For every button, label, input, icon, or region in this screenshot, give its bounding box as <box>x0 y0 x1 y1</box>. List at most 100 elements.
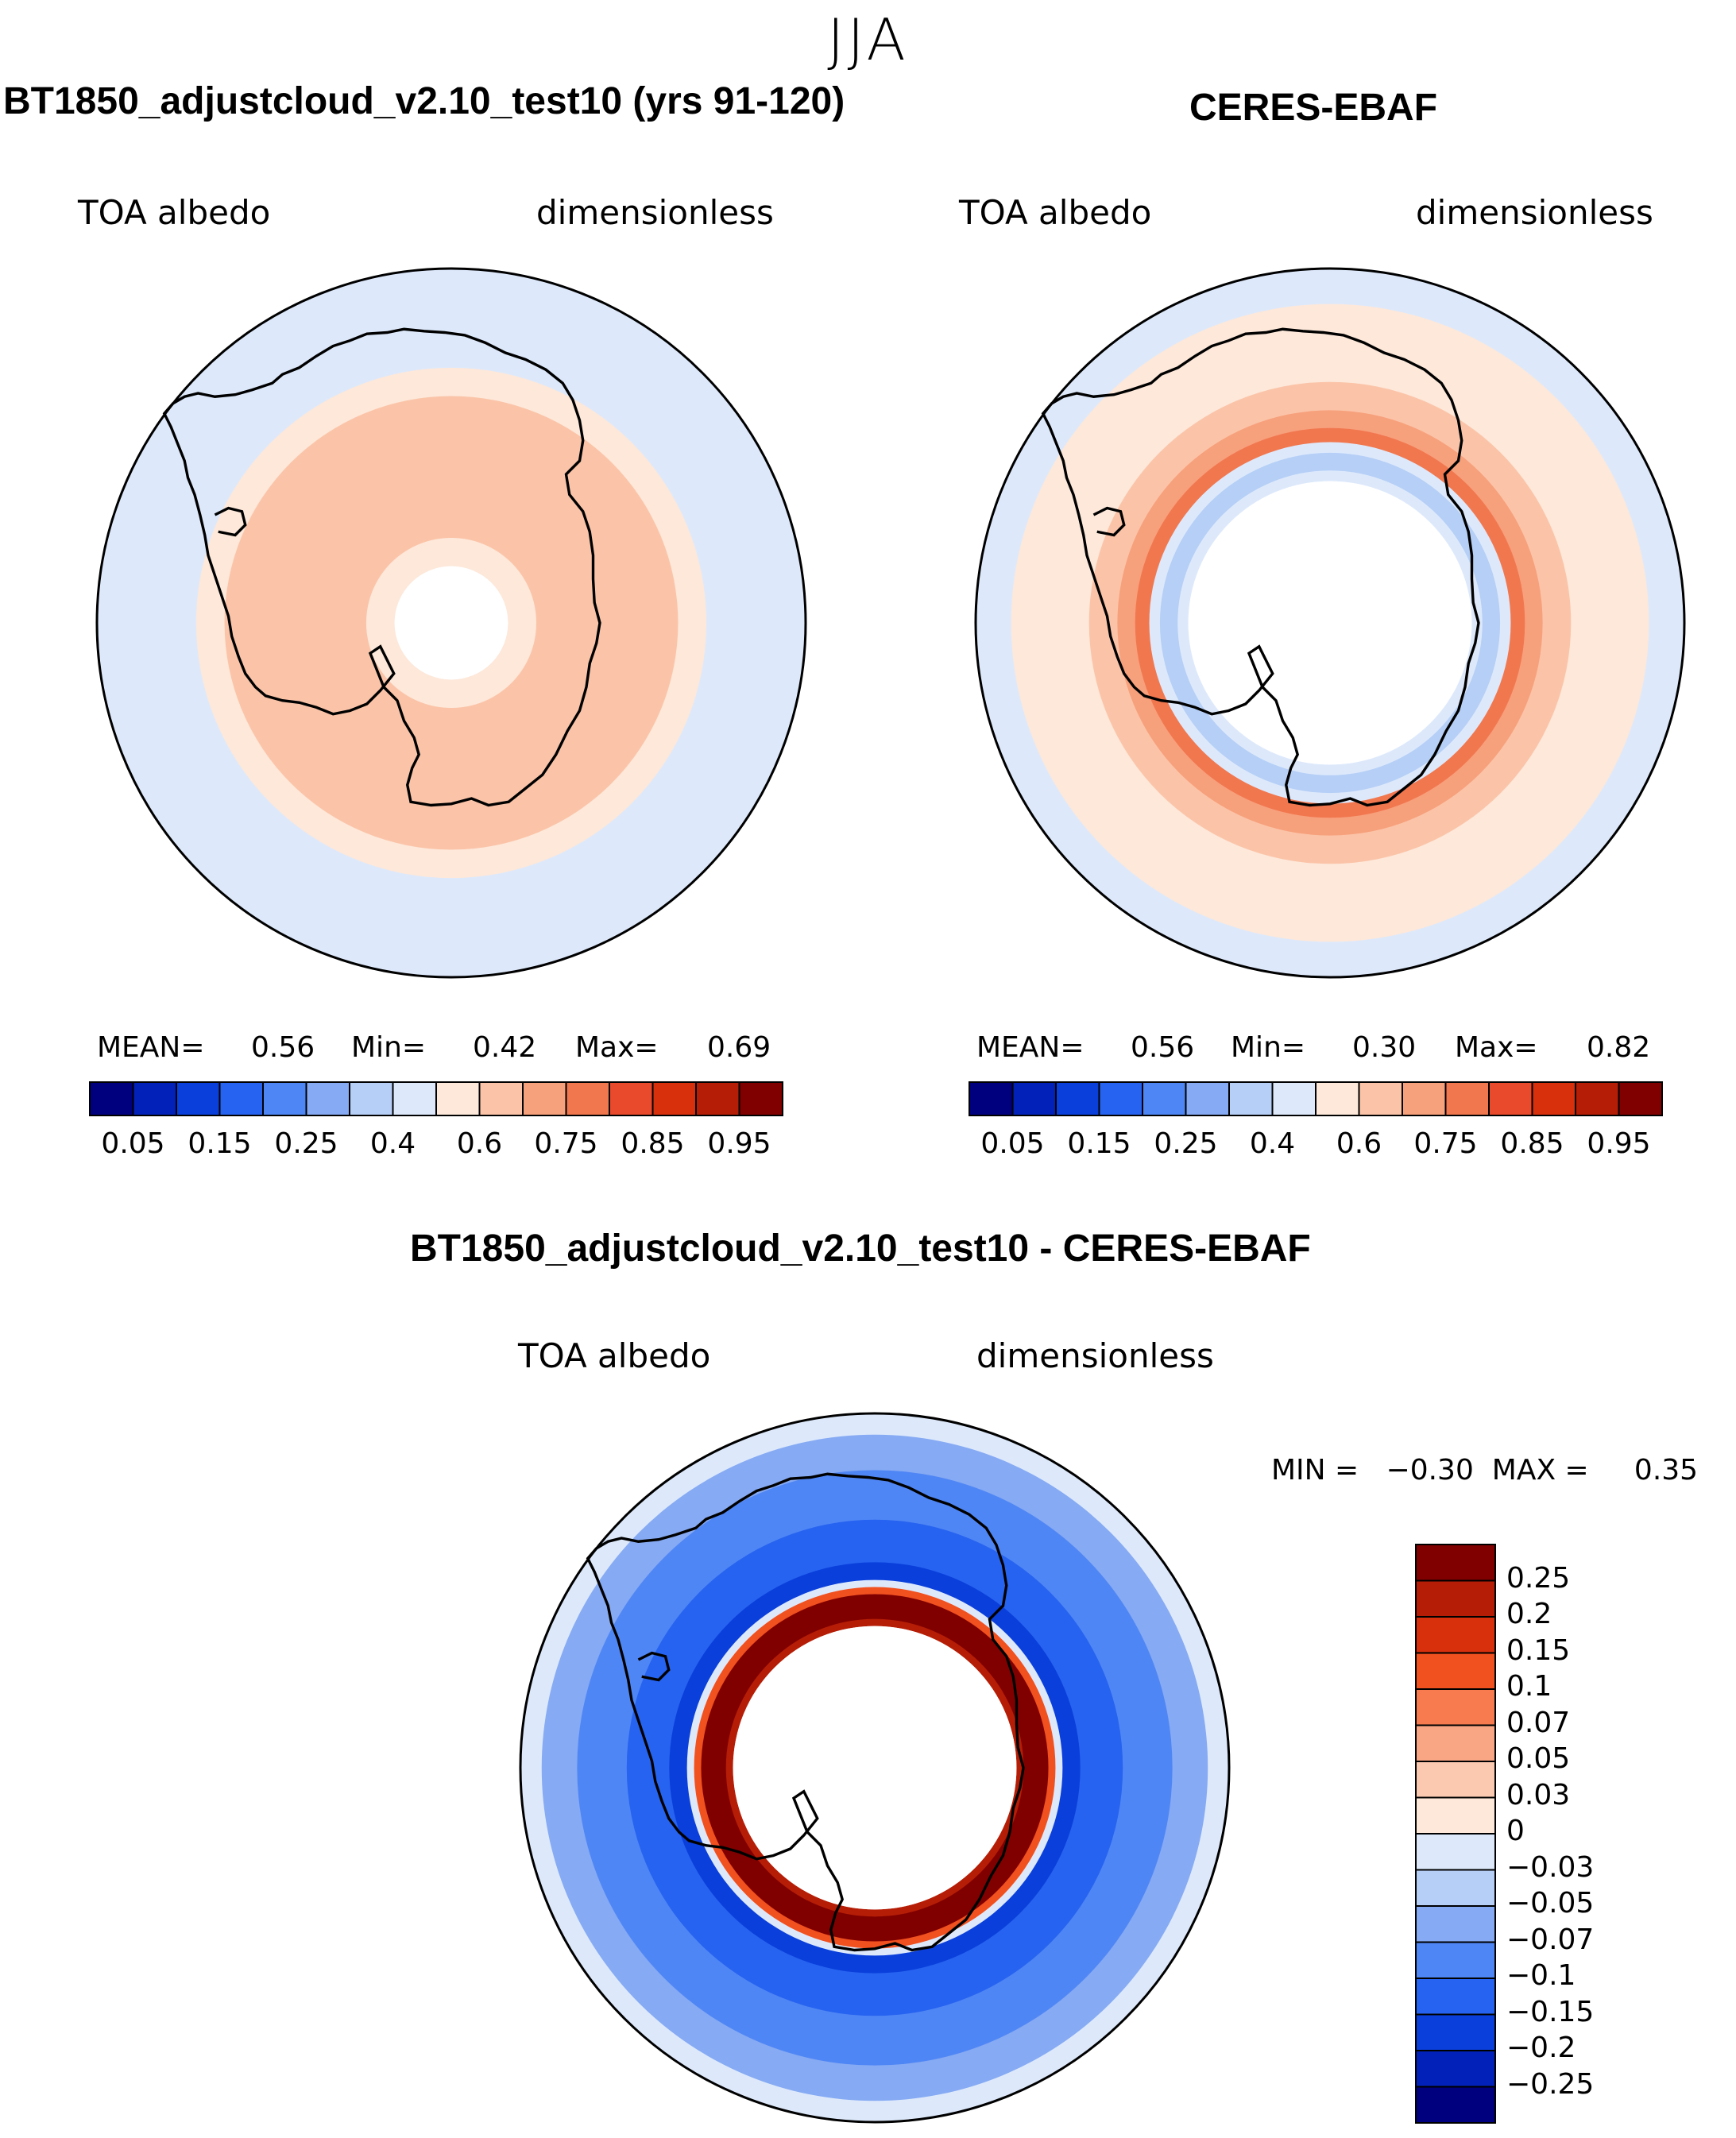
obs-units-label: dimensionless <box>1416 193 1653 232</box>
diff-colorbar-tick-label: −0.25 <box>1506 2067 1595 2101</box>
obs-colorbar-tick-label: 0.05 <box>980 1127 1045 1160</box>
obs-colorbar-swatch-11 <box>1444 1081 1490 1116</box>
antarctica-coastline-obs <box>1041 327 1480 807</box>
model-colorbar-tick-label: 0.15 <box>188 1127 252 1160</box>
obs-min-value: 0.30 <box>1352 1031 1417 1064</box>
obs-mean-label: MEAN= <box>976 1031 1085 1064</box>
obs-map-boundary <box>974 267 1686 979</box>
diff-colorbar-tick-label: 0.2 <box>1506 1598 1552 1630</box>
obs-variable-label: TOA albedo <box>959 193 1152 232</box>
model-colorbar-swatch-11 <box>565 1081 610 1116</box>
coastline-path <box>586 1472 1025 1952</box>
obs-colorbar-tick-label: 0.6 <box>1336 1127 1382 1160</box>
no-data-region <box>394 566 508 680</box>
model-colorbar-swatch-14 <box>695 1081 740 1116</box>
diff-colorbar-tick-label: 0.03 <box>1506 1778 1571 1811</box>
diff-colorbar-swatch-8 <box>1415 1833 1496 1871</box>
obs-colorbar-swatch-0 <box>969 1081 1014 1116</box>
antarctica-coastline-model <box>162 327 601 807</box>
diff-colorbar-swatch-13 <box>1415 2013 1496 2051</box>
obs-min-label: Min= <box>1231 1031 1306 1064</box>
diff-units-label: dimensionless <box>976 1336 1214 1375</box>
model-colorbar-swatch-10 <box>522 1081 567 1116</box>
diff-colorbar-swatch-1 <box>1415 1579 1496 1618</box>
ice-shelf-outline <box>1092 506 1126 537</box>
model-mean-value: 0.56 <box>251 1031 315 1064</box>
model-colorbar-swatch-6 <box>349 1081 394 1116</box>
model-mean-label: MEAN= <box>97 1031 205 1064</box>
diff-colorbar-tick-label: 0.25 <box>1506 1561 1571 1595</box>
diff-colorbar-tick-label: 0 <box>1506 1815 1525 1847</box>
model-colorbar-swatch-3 <box>218 1081 264 1116</box>
obs-colorbar-swatch-8 <box>1315 1081 1360 1116</box>
obs-max-label: Max= <box>1455 1031 1538 1064</box>
model-colorbar-tick-label: 0.95 <box>707 1127 771 1160</box>
obs-colorbar-tick-label: 0.4 <box>1249 1127 1296 1160</box>
diff-colorbar-tick-label: −0.05 <box>1506 1887 1595 1920</box>
model-min-label: Min= <box>351 1031 427 1064</box>
obs-colorbar-swatch-5 <box>1185 1081 1230 1116</box>
obs-colorbar <box>969 1081 1663 1116</box>
diff-colorbar-swatch-14 <box>1415 2050 1496 2088</box>
model-colorbar-swatch-1 <box>132 1081 177 1116</box>
obs-colorbar-swatch-3 <box>1098 1081 1143 1116</box>
model-colorbar-tick-label: 0.6 <box>456 1127 503 1160</box>
coastline-path <box>162 327 601 807</box>
diff-colorbar-swatch-3 <box>1415 1652 1496 1690</box>
diff-colorbar-swatch-12 <box>1415 1978 1496 2016</box>
obs-mean-value: 0.56 <box>1131 1031 1195 1064</box>
obs-colorbar-swatch-12 <box>1488 1081 1533 1116</box>
diff-colorbar <box>1415 1544 1496 2124</box>
diff-colorbar-tick-label: −0.2 <box>1506 2032 1576 2064</box>
diff-colorbar-swatch-15 <box>1415 2086 1496 2124</box>
model-map-boundary <box>95 267 807 979</box>
obs-colorbar-tick-label: 0.25 <box>1154 1127 1218 1160</box>
model-colorbar-tick-label: 0.05 <box>101 1127 165 1160</box>
diff-colorbar-tick-label: −0.03 <box>1506 1850 1595 1884</box>
obs-panel-title: CERES-EBAF <box>1189 87 1438 129</box>
model-colorbar-swatch-2 <box>176 1081 221 1116</box>
diff-map-boundary <box>519 1412 1231 2124</box>
model-colorbar-tick-label: 0.4 <box>369 1127 416 1160</box>
diff-colorbar-tick-label: 0.05 <box>1506 1742 1571 1775</box>
model-colorbar-tick-label: 0.75 <box>534 1127 598 1160</box>
diff-colorbar-tick-label: 0.07 <box>1506 1706 1571 1739</box>
obs-colorbar-tick-label: 0.95 <box>1587 1127 1651 1160</box>
obs-colorbar-swatch-10 <box>1402 1081 1447 1116</box>
diff-colorbar-tick-label: 0.1 <box>1506 1670 1552 1703</box>
obs-colorbar-tick-label: 0.85 <box>1500 1127 1564 1160</box>
model-max-label: Max= <box>575 1031 659 1064</box>
model-variable-label: TOA albedo <box>78 193 271 232</box>
diff-range-text: MIN = −0.30 MAX = 0.35 <box>1271 1454 1699 1487</box>
diff-colorbar-swatch-7 <box>1415 1796 1496 1835</box>
diff-colorbar-swatch-4 <box>1415 1688 1496 1726</box>
diff-colorbar-swatch-2 <box>1415 1616 1496 1654</box>
model-units-label: dimensionless <box>536 193 774 232</box>
model-colorbar-swatch-8 <box>435 1081 481 1116</box>
model-colorbar <box>89 1081 783 1116</box>
diff-colorbar-swatch-10 <box>1415 1905 1496 1943</box>
no-data-region <box>733 1626 1017 1910</box>
obs-colorbar-tick-label: 0.75 <box>1413 1127 1478 1160</box>
no-data-region <box>1188 481 1472 765</box>
diff-colorbar-swatch-9 <box>1415 1869 1496 1907</box>
diff-panel-title: BT1850_adjustcloud_v2.10_test10 - CERES-… <box>410 1228 1311 1270</box>
model-colorbar-swatch-9 <box>478 1081 524 1116</box>
diff-colorbar-tick-label: −0.1 <box>1506 1959 1576 1992</box>
model-max-value: 0.69 <box>707 1031 771 1064</box>
model-colorbar-swatch-5 <box>305 1081 350 1116</box>
coastline-path <box>1041 327 1480 807</box>
obs-colorbar-tick-label: 0.15 <box>1067 1127 1131 1160</box>
ice-shelf-outline <box>214 506 247 537</box>
model-colorbar-tick-label: 0.25 <box>274 1127 338 1160</box>
model-colorbar-tick-label: 0.85 <box>621 1127 685 1160</box>
model-colorbar-swatch-15 <box>738 1081 783 1116</box>
obs-max-value: 0.82 <box>1587 1031 1651 1064</box>
obs-colorbar-swatch-15 <box>1618 1081 1663 1116</box>
diff-colorbar-swatch-0 <box>1415 1544 1496 1582</box>
season-title: JJA <box>827 6 909 73</box>
model-min-value: 0.42 <box>473 1031 537 1064</box>
